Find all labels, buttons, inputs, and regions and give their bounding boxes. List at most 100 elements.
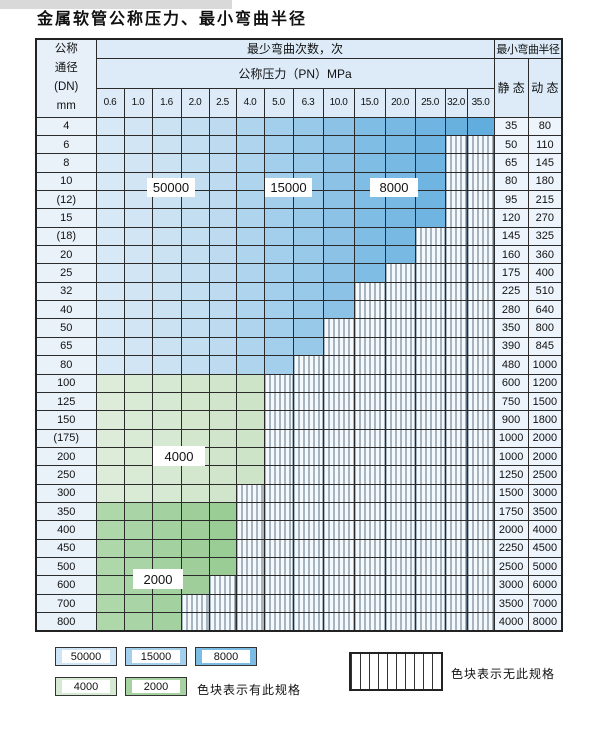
no-spec-cell <box>263 465 294 485</box>
spec-cell <box>95 502 125 522</box>
dn-cell: (18) <box>35 226 97 247</box>
spec-cell <box>235 263 265 283</box>
spec-cell <box>151 116 182 136</box>
dynamic-radius-cell: 400 <box>527 263 563 283</box>
no-spec-cell <box>353 593 386 614</box>
static-radius-cell: 3000 <box>493 575 529 595</box>
no-spec-cell <box>444 593 468 614</box>
pressure-tick: 32.0 <box>444 87 468 118</box>
static-radius-cell: 3500 <box>493 593 529 614</box>
spec-cell <box>95 465 125 485</box>
no-spec-cell <box>322 593 355 614</box>
no-spec-cell <box>444 428 468 448</box>
no-spec-cell <box>292 483 324 504</box>
no-spec-cell <box>384 538 416 559</box>
no-spec-cell <box>263 593 294 614</box>
table-row-dn-6: 6 50 110 <box>35 134 563 155</box>
spec-cell <box>263 153 294 173</box>
spec-cell <box>235 318 265 338</box>
no-spec-cell <box>466 538 495 559</box>
dn-cell: (175) <box>35 428 97 448</box>
dynamic-radius-cell: 845 <box>527 336 563 357</box>
spec-cell <box>180 336 210 357</box>
spec-cell <box>123 520 153 540</box>
spec-cell <box>151 538 182 559</box>
spec-cell <box>180 226 210 247</box>
dn-cell: 400 <box>35 520 97 540</box>
no-spec-cell <box>208 612 237 632</box>
no-spec-cell <box>263 557 294 577</box>
no-spec-cell <box>384 446 416 467</box>
no-spec-cell <box>322 483 355 504</box>
spec-cell <box>208 300 237 320</box>
static-radius-cell: 2000 <box>493 520 529 540</box>
no-spec-cell <box>322 373 355 393</box>
spec-cell <box>322 226 355 247</box>
spec-cell <box>180 575 210 595</box>
no-spec-cell <box>384 355 416 375</box>
static-radius-cell: 2500 <box>493 557 529 577</box>
spec-cell <box>322 263 355 283</box>
no-spec-cell <box>466 355 495 375</box>
legend-swatch-2000: 2000 <box>125 677 187 696</box>
no-spec-cell <box>384 318 416 338</box>
dn-cell: 800 <box>35 612 97 632</box>
spec-cell <box>123 134 153 155</box>
pressure-tick: 0.6 <box>95 87 125 118</box>
dynamic-radius-cell: 270 <box>527 208 563 228</box>
table-row-dn-200: 200 1000 2000 <box>35 446 563 467</box>
no-spec-cell <box>414 428 446 448</box>
spec-cell <box>208 557 237 577</box>
spec-cell <box>235 245 265 265</box>
spec-cell <box>263 208 294 228</box>
spec-cell <box>384 116 416 136</box>
no-spec-cell <box>384 300 416 320</box>
spec-cell <box>95 373 125 393</box>
bend-count-header: 最少弯曲次数，次 <box>95 38 495 59</box>
no-spec-cell <box>322 465 355 485</box>
no-spec-cell <box>444 502 468 522</box>
spec-cell <box>353 245 386 265</box>
no-spec-cell <box>414 446 446 467</box>
no-spec-cell <box>353 520 386 540</box>
spec-cell <box>208 226 237 247</box>
no-spec-cell <box>292 391 324 412</box>
no-spec-cell <box>208 593 237 614</box>
spec-cell <box>208 391 237 412</box>
no-spec-cell <box>322 520 355 540</box>
no-spec-cell <box>180 612 210 632</box>
spec-cell <box>180 483 210 504</box>
corner-line: 通径 <box>54 62 78 75</box>
corner-line: 公称 <box>54 43 78 56</box>
spec-cell <box>263 245 294 265</box>
spec-cell <box>235 446 265 467</box>
dynamic-radius-cell: 3500 <box>527 502 563 522</box>
table-row-dn-300: 300 1500 3000 <box>35 483 563 504</box>
no-spec-cell <box>414 575 446 595</box>
spec-cell <box>123 538 153 559</box>
spec-cell <box>384 208 416 228</box>
dn-cell: 32 <box>35 281 97 302</box>
spec-cell <box>235 336 265 357</box>
no-spec-cell <box>263 428 294 448</box>
table-row-dn-400: 400 2000 4000 <box>35 520 563 540</box>
page-title: 金属软管公称压力、最小弯曲半径 <box>37 9 308 28</box>
spec-cell <box>322 281 355 302</box>
no-spec-cell <box>444 263 468 283</box>
table-row-dn-500: 500 2500 5000 <box>35 557 563 577</box>
dynamic-radius-cell: 2000 <box>527 428 563 448</box>
no-spec-cell <box>353 373 386 393</box>
no-spec-cell <box>444 446 468 467</box>
dynamic-radius-cell: 4000 <box>527 520 563 540</box>
spec-cell <box>208 502 237 522</box>
dynamic-radius-cell: 110 <box>527 134 563 155</box>
no-spec-cell <box>353 336 386 357</box>
no-spec-cell <box>466 557 495 577</box>
spec-cell <box>123 116 153 136</box>
no-spec-cell <box>353 355 386 375</box>
spec-cell <box>353 134 386 155</box>
spec-cell <box>208 208 237 228</box>
spec-cell <box>123 281 153 302</box>
no-spec-cell <box>322 410 355 430</box>
